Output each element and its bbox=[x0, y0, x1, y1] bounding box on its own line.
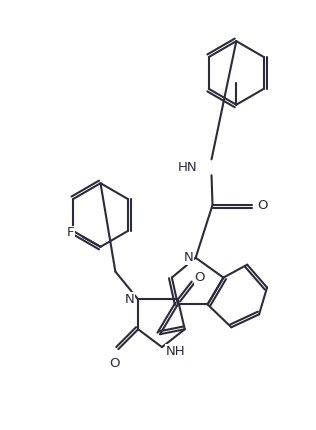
Text: NH: NH bbox=[166, 344, 185, 358]
Text: N: N bbox=[184, 251, 194, 264]
Text: O: O bbox=[194, 271, 205, 284]
Text: F: F bbox=[67, 226, 75, 240]
Text: HN: HN bbox=[178, 161, 198, 174]
Text: O: O bbox=[257, 199, 267, 212]
Text: O: O bbox=[109, 356, 120, 369]
Text: N: N bbox=[125, 293, 134, 306]
